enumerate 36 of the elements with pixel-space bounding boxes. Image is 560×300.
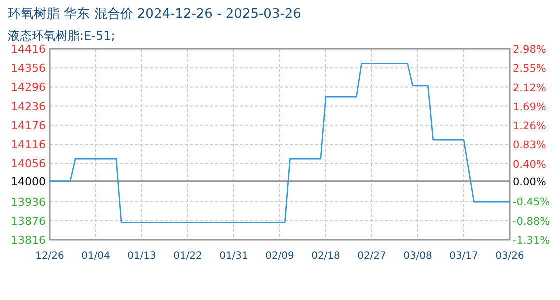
y2-tick-label: 1.26% xyxy=(513,120,546,133)
y2-tick-label: 0.40% xyxy=(513,158,546,171)
x-tick-label: 02/27 xyxy=(358,251,386,262)
y2-tick-label: 1.69% xyxy=(513,101,546,114)
y-tick-label: 14056 xyxy=(11,158,46,171)
y-tick-label: 14176 xyxy=(11,119,46,132)
y-tick-label: 14236 xyxy=(11,100,46,114)
y-tick-label: 14000 xyxy=(11,175,46,188)
x-tick-label: 01/22 xyxy=(174,251,202,262)
y2-tick-label: 0.00% xyxy=(513,176,546,189)
x-tick-label: 02/09 xyxy=(266,251,294,262)
x-tick-label: 01/04 xyxy=(82,251,110,262)
x-tick-label: 03/17 xyxy=(450,251,478,262)
y-tick-label: 14116 xyxy=(11,138,46,152)
y-tick-label: 14356 xyxy=(11,62,46,76)
chart-title: 环氧树脂 华东 混合价 2024-12-26 - 2025-03-26 xyxy=(8,7,302,22)
chart-subtitle: 液态环氧树脂:E-51; xyxy=(8,29,116,43)
y-tick-label: 13936 xyxy=(11,196,46,209)
y-tick-label: 14416 xyxy=(11,43,46,56)
x-tick-label: 01/13 xyxy=(128,251,156,262)
x-tick-label: 03/08 xyxy=(404,251,432,262)
y2-tick-label: 2.98% xyxy=(513,44,546,56)
x-tick-label: 02/18 xyxy=(312,251,340,262)
x-tick-label: 03/26 xyxy=(496,251,524,262)
x-tick-label: 12/26 xyxy=(36,251,64,262)
y-tick-label: 13876 xyxy=(11,214,46,228)
y2-tick-label: 0.83% xyxy=(513,140,546,152)
x-tick-label: 01/31 xyxy=(220,251,248,262)
y2-tick-label: 2.12% xyxy=(513,82,546,94)
y-tick-label: 13816 xyxy=(11,234,46,247)
y2-tick-label: -0.88% xyxy=(513,216,550,228)
y-tick-label: 14296 xyxy=(11,81,46,94)
y2-tick-label: -1.31% xyxy=(513,235,550,247)
line-series xyxy=(49,62,511,224)
y2-tick-label: -0.45% xyxy=(513,196,550,209)
y2-tick-label: 2.55% xyxy=(513,63,546,76)
